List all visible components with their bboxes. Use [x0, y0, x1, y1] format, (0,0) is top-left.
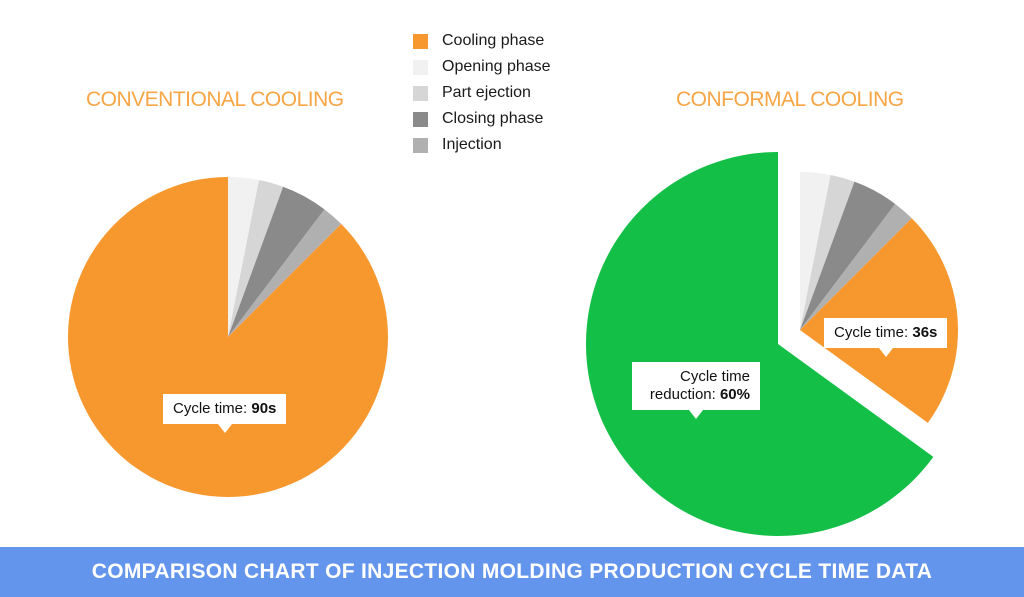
legend-label: Opening phase [442, 58, 551, 75]
pie-slice-opening-phase [228, 177, 259, 337]
pie-slice-injection [800, 203, 912, 330]
pie-charts [68, 152, 959, 537]
callout-value: 90s [251, 400, 277, 417]
callout-value: 36s [912, 324, 938, 341]
legend-item-injection: Injection [413, 132, 551, 158]
pie-slice-injection [228, 209, 342, 337]
legend: Cooling phase Opening phase Part ejectio… [413, 28, 551, 158]
cycle-time-reduction-label: Cycle time reduction: 60% [632, 362, 760, 419]
legend-swatch [413, 85, 428, 101]
callout-text: Cycle time reduction: [649, 368, 750, 403]
legend-item-part-ejection: Part ejection [413, 80, 551, 106]
callout-text: Cycle time: [173, 400, 252, 417]
legend-label: Closing phase [442, 110, 544, 127]
legend-swatch [413, 111, 428, 127]
legend-label: Injection [442, 136, 502, 153]
pie-slice-part-ejection [800, 174, 855, 330]
pie-slice-cycle-time-reduction [585, 152, 934, 537]
legend-item-opening: Opening phase [413, 54, 551, 80]
legend-item-closing: Closing phase [413, 106, 551, 132]
legend-label: Part ejection [442, 84, 531, 101]
pie-slice-part-ejection [228, 180, 284, 337]
legend-item-cooling: Cooling phase [413, 28, 551, 54]
legend-swatch [413, 137, 428, 153]
conventional-cycle-time-label: Cycle time: 90s [163, 394, 287, 433]
legend-swatch [413, 59, 428, 75]
legend-label: Cooling phase [442, 32, 545, 49]
banner-title: COMPARISON CHART OF INJECTION MOLDING PR… [0, 547, 1024, 597]
legend-swatch [413, 33, 428, 49]
pie-slice-opening-phase [800, 172, 831, 330]
conformal-cooling-title: CONFORMAL COOLING [676, 88, 904, 111]
conventional-cooling-title: CONVENTIONAL COOLING [86, 88, 344, 111]
callout-text: Cycle time: [834, 324, 913, 341]
pie-slice-cooling-phase [68, 177, 389, 498]
pie-slice-closing-phase [800, 181, 896, 330]
pie-slice-closing-phase [228, 186, 325, 337]
callout-value: 60% [719, 386, 750, 403]
conformal-cycle-time-label: Cycle time: 36s [824, 318, 948, 357]
